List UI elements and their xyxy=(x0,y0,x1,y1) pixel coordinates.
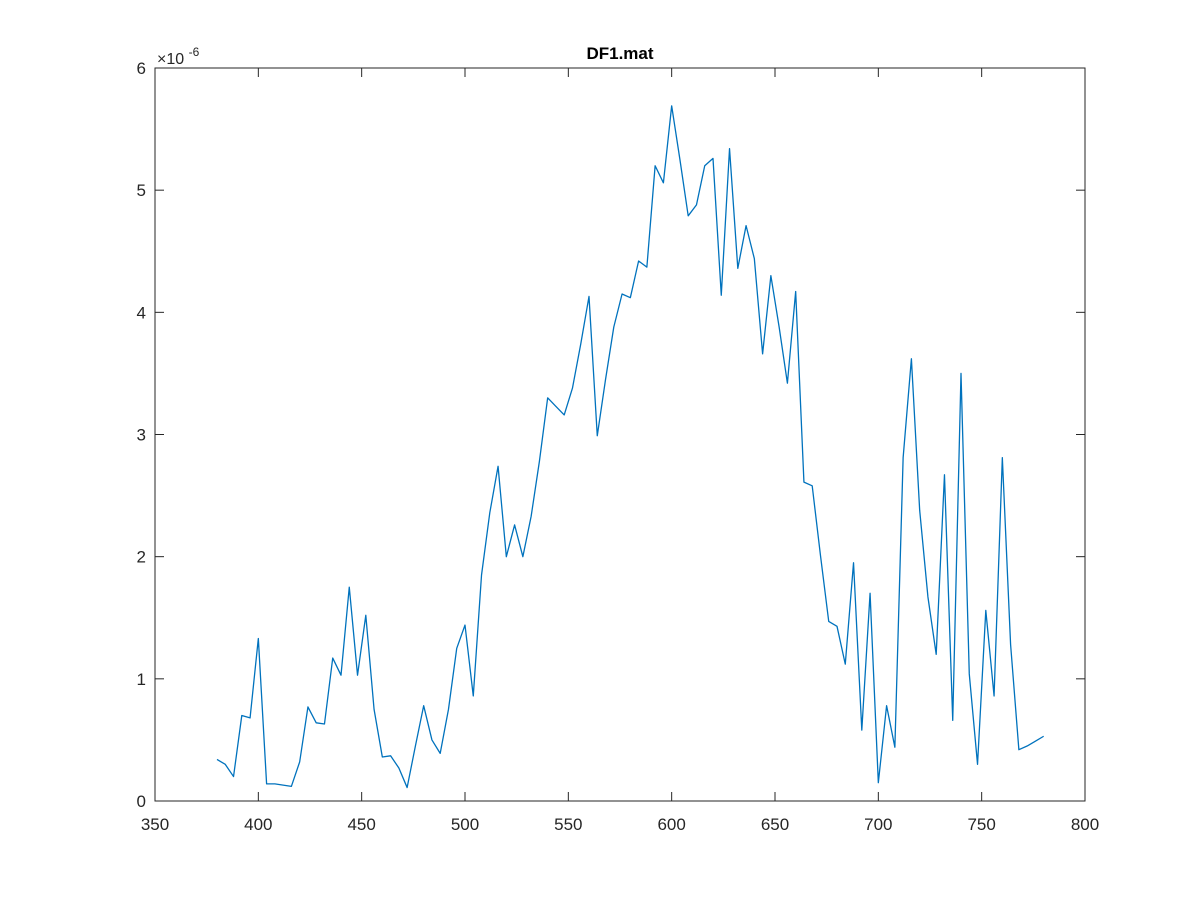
axes-box xyxy=(154,67,1086,802)
y-axis: 0 1 2 3 4 5 6 xyxy=(137,59,1085,811)
x-axis: 350 400 450 500 550 600 650 700 750 800 xyxy=(141,68,1099,834)
x-tick-label: 600 xyxy=(657,815,685,834)
x-tick-label: 350 xyxy=(141,815,169,834)
series-line xyxy=(216,105,1045,789)
y-tick-label: 6 xyxy=(137,59,146,78)
x-tick-label: 550 xyxy=(554,815,582,834)
x-tick-label: 650 xyxy=(761,815,789,834)
x-tick-label: 400 xyxy=(244,815,272,834)
x-tick-label: 450 xyxy=(347,815,375,834)
x-tick-label: 800 xyxy=(1071,815,1099,834)
x-tick-label: 700 xyxy=(864,815,892,834)
x-tick-label: 750 xyxy=(967,815,995,834)
chart-title: DF1.mat xyxy=(586,44,653,63)
y-tick-label: 0 xyxy=(137,792,146,811)
axes-box-group xyxy=(154,67,1086,802)
y-tick-label: 4 xyxy=(137,303,146,322)
y-tick-label: 1 xyxy=(137,670,146,689)
y-tick-label: 2 xyxy=(137,548,146,567)
y-exponent-power: -6 xyxy=(189,45,200,59)
y-tick-label: 5 xyxy=(137,181,146,200)
y-tick-label: 3 xyxy=(137,426,146,445)
svg-text:×10 -6: ×10 -6 xyxy=(157,45,200,68)
y-exponent-base: ×10 xyxy=(157,51,184,68)
x-tick-label: 500 xyxy=(451,815,479,834)
series-group xyxy=(216,105,1045,789)
y-exponent-label: ×10 -6 xyxy=(157,45,200,68)
